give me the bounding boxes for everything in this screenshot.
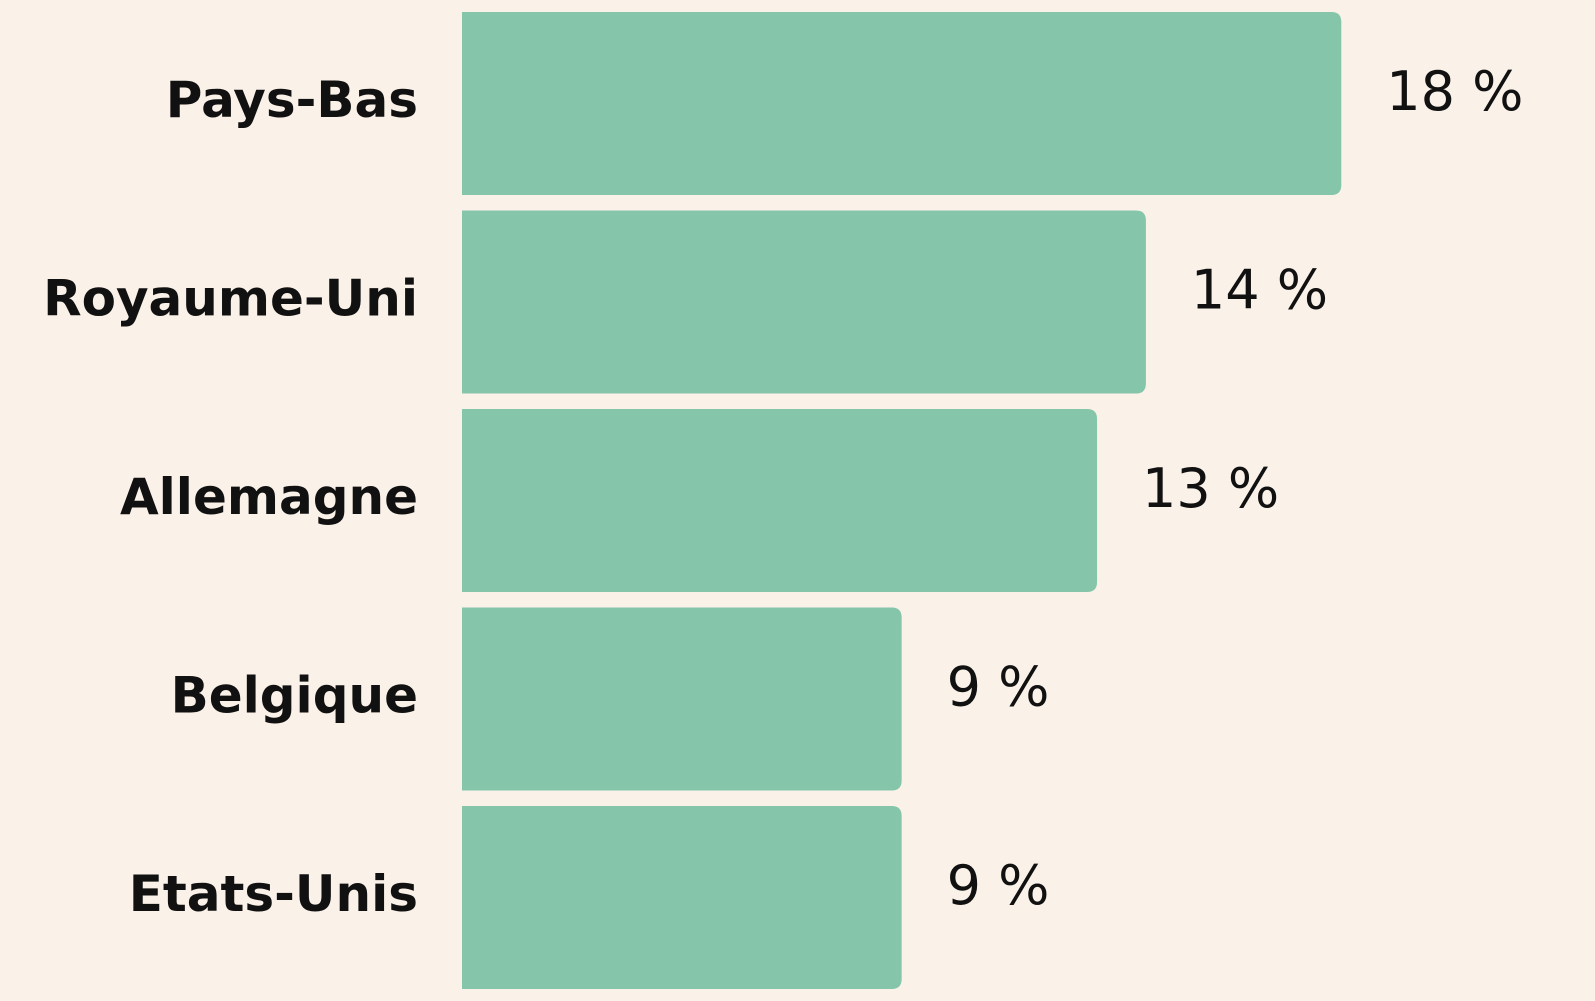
bar [462,607,902,791]
category-label: Royaume-Uni [43,270,418,328]
value-label: 13 % [1142,457,1279,520]
bar [462,210,1146,394]
category-label: Belgique [171,667,418,725]
bar [462,409,1098,592]
bar [462,12,1342,195]
value-label: 9 % [947,656,1050,719]
value-label: 18 % [1386,60,1523,123]
bar [462,806,902,989]
category-label: Allemagne [120,468,418,526]
category-label: Pays-Bas [166,71,418,129]
category-label: Etats-Unis [129,865,418,923]
value-label: 9 % [947,854,1050,917]
value-label: 14 % [1191,259,1328,322]
